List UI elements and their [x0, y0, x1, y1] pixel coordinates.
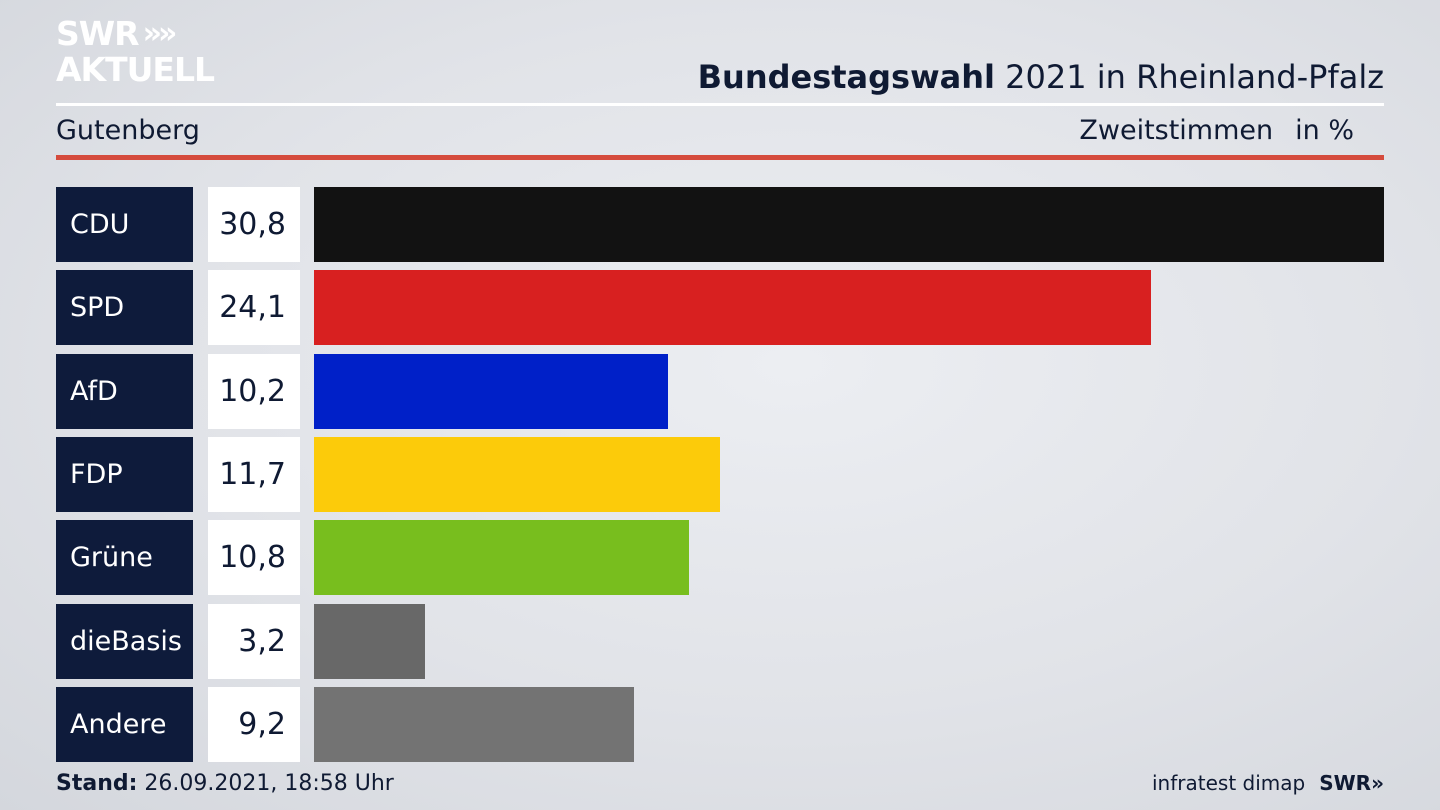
bar-row: Andere 9,2: [56, 686, 1384, 762]
logo-swr-text: SWR: [56, 14, 140, 53]
bar-row: Grüne 10,8: [56, 520, 1384, 596]
value-label: 3,2: [208, 603, 300, 679]
bar: [314, 686, 634, 762]
source-text: infratest dimap: [1152, 771, 1306, 795]
value-label: 30,8: [208, 187, 300, 262]
bar: [314, 353, 668, 429]
bar-row: FDP 11,7: [56, 436, 1384, 512]
value-label: 11,7: [208, 436, 300, 512]
value-label: 10,8: [208, 520, 300, 596]
page-title: Bundestagswahl 2021 in Rheinland-Pfalz: [698, 58, 1384, 96]
bar: [314, 520, 689, 596]
measure-text: Zweitstimmen: [1079, 115, 1274, 146]
bar: [314, 603, 425, 679]
party-label: dieBasis: [56, 603, 193, 679]
bar: [314, 436, 720, 512]
party-label: Grüne: [56, 520, 193, 596]
value-label: 10,2: [208, 353, 300, 429]
unit-text: in %: [1295, 115, 1354, 146]
bar-row: dieBasis 3,2: [56, 603, 1384, 679]
party-label: CDU: [56, 187, 193, 262]
bar-row: CDU 30,8: [56, 187, 1384, 262]
party-label: FDP: [56, 436, 193, 512]
party-label: SPD: [56, 270, 193, 346]
region-name: Gutenberg: [56, 115, 200, 146]
party-label: Andere: [56, 686, 193, 762]
title-rest: 2021 in Rheinland-Pfalz: [1005, 58, 1384, 96]
header-divider: [56, 103, 1384, 106]
stand-label: Stand:: [56, 771, 138, 796]
swr-aktuell-logo: SWR»» AKTUELL: [56, 14, 215, 89]
source-credit: infratest dimap SWR»: [1152, 771, 1384, 795]
bar-row: AfD 10,2: [56, 353, 1384, 429]
timestamp: Stand: 26.09.2021, 18:58 Uhr: [56, 771, 394, 796]
measure-label: Zweitstimmen in %: [1079, 115, 1354, 146]
title-bold: Bundestagswahl: [697, 58, 995, 96]
bar-row: SPD 24,1: [56, 270, 1384, 346]
value-label: 24,1: [208, 270, 300, 346]
bar: [314, 187, 1384, 262]
party-label: AfD: [56, 353, 193, 429]
accent-divider: [56, 155, 1384, 160]
swr-footer-logo: SWR»: [1319, 771, 1384, 795]
logo-aktuell-text: AKTUELL: [56, 50, 215, 89]
value-label: 9,2: [208, 686, 300, 762]
stand-value: 26.09.2021, 18:58 Uhr: [144, 771, 394, 796]
bar: [314, 270, 1151, 346]
